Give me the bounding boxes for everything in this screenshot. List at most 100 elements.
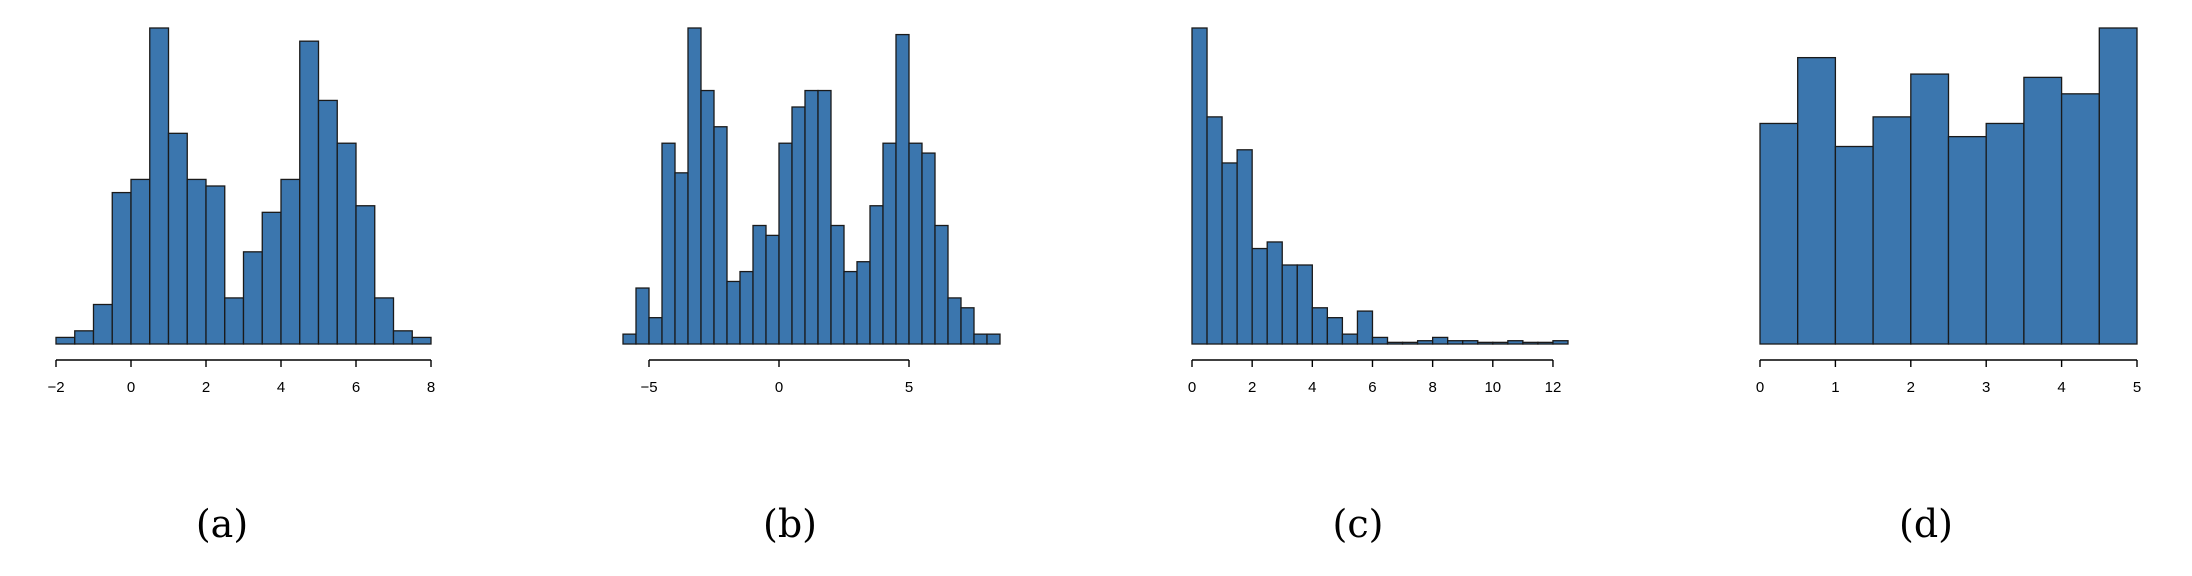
histogram-bar bbox=[299, 40, 320, 345]
x-tick-label: −5 bbox=[640, 379, 657, 396]
histogram-bar bbox=[830, 224, 845, 345]
x-tick-label: 2 bbox=[202, 379, 210, 396]
histogram-bar bbox=[817, 89, 832, 345]
x-tick-label: 2 bbox=[1248, 379, 1256, 396]
histogram-bar bbox=[374, 297, 395, 345]
histogram-bar bbox=[739, 270, 754, 345]
x-tick-label: 5 bbox=[905, 379, 913, 396]
x-tick-label: 10 bbox=[1484, 379, 1501, 396]
histogram-bar bbox=[1522, 341, 1539, 345]
histogram-bar bbox=[1401, 341, 1419, 345]
histogram-bar bbox=[635, 287, 650, 345]
histogram-bar bbox=[1477, 341, 1494, 345]
histogram-bar bbox=[1834, 145, 1874, 345]
x-tick-label: 3 bbox=[1982, 379, 1990, 396]
x-tick-label: 5 bbox=[2133, 379, 2141, 396]
histogram-bar bbox=[167, 132, 188, 345]
histogram-bar bbox=[791, 106, 806, 345]
histogram-bar bbox=[661, 142, 676, 345]
x-tick-label: 2 bbox=[1907, 379, 1915, 396]
histogram-panel: −2 0 2 4 6 8 (a) bbox=[47, 27, 435, 546]
histogram-bar bbox=[1462, 340, 1479, 345]
histogram-bar bbox=[1492, 341, 1509, 345]
histogram-bar bbox=[1371, 336, 1389, 345]
histogram-bar bbox=[1431, 336, 1449, 345]
histogram-bar bbox=[1552, 340, 1569, 345]
histogram-panel: −5 0 5 (b) bbox=[622, 27, 1001, 546]
histogram-bar bbox=[1281, 264, 1298, 345]
histogram-bar bbox=[921, 152, 936, 345]
x-tick-label: 8 bbox=[1428, 379, 1436, 396]
histogram-bar bbox=[2098, 27, 2138, 345]
histogram-bar bbox=[713, 126, 728, 345]
histogram-bar bbox=[1447, 340, 1464, 345]
panel-caption: (a) bbox=[196, 502, 248, 546]
histogram-bar bbox=[1386, 341, 1404, 345]
x-tick-label: 6 bbox=[352, 379, 360, 396]
histogram-bar bbox=[242, 251, 263, 345]
x-tick-label: −2 bbox=[47, 379, 64, 396]
histogram-bar bbox=[1206, 116, 1223, 345]
x-tick-label: 6 bbox=[1368, 379, 1376, 396]
x-tick-label: 1 bbox=[1831, 379, 1839, 396]
x-tick-label: 0 bbox=[1188, 379, 1196, 396]
histogram-bar bbox=[1537, 341, 1554, 345]
histogram-bar bbox=[947, 297, 962, 345]
histogram-bar bbox=[224, 297, 245, 345]
histogram-bar bbox=[1507, 340, 1524, 345]
histogram-bar bbox=[1985, 122, 2025, 345]
histogram-bar bbox=[1266, 241, 1283, 345]
histogram-bar bbox=[130, 178, 151, 345]
histogram-bar bbox=[1416, 340, 1434, 345]
x-tick-label: 0 bbox=[1756, 379, 1764, 396]
x-tick-label: 4 bbox=[277, 379, 285, 396]
x-tick-label: 8 bbox=[427, 379, 435, 396]
histogram-bar bbox=[1311, 307, 1329, 345]
histogram-bar bbox=[411, 336, 432, 345]
histogram-bar bbox=[1341, 333, 1359, 345]
histogram-bar bbox=[1759, 122, 1799, 345]
x-tick-label: 12 bbox=[1545, 379, 1562, 396]
histogram-bar bbox=[765, 234, 780, 345]
histogram-bar bbox=[986, 333, 1001, 345]
histogram-bar bbox=[687, 27, 702, 345]
histogram-panel: 0 2 4 6 8 10 12 (c) bbox=[1188, 27, 1569, 546]
histogram-bar bbox=[934, 224, 949, 345]
histogram-bar bbox=[869, 205, 884, 345]
histogram-bar bbox=[1251, 247, 1268, 345]
panels: −2 0 2 4 6 8(a)−5 0 5(b)0 2 4 6 8 10 12(c)0 1 2 3 4 5(d) bbox=[47, 27, 2141, 546]
x-tick-label: 4 bbox=[1308, 379, 1316, 396]
histogram-bar bbox=[908, 142, 923, 345]
histogram-bar bbox=[960, 307, 975, 345]
histogram-bar bbox=[1356, 310, 1374, 345]
histogram-bar bbox=[1947, 135, 1987, 345]
histogram-bar bbox=[74, 330, 95, 345]
histogram-bar bbox=[55, 336, 76, 345]
histogram-bar bbox=[2023, 76, 2063, 345]
histogram-bar bbox=[1236, 149, 1253, 345]
histogram-bar bbox=[882, 142, 897, 345]
histogram-bar bbox=[895, 33, 910, 345]
histogram-bar bbox=[280, 178, 301, 345]
histogram-bar bbox=[843, 270, 858, 345]
x-tick-label: 0 bbox=[127, 379, 135, 396]
histogram-bar bbox=[1872, 116, 1912, 345]
histogram-bar bbox=[2060, 93, 2100, 345]
histogram-bar bbox=[149, 27, 170, 345]
panel-caption: (b) bbox=[763, 502, 817, 546]
histogram-bar bbox=[261, 211, 282, 345]
x-tick-label: 4 bbox=[2057, 379, 2065, 396]
histogram-bar bbox=[1910, 73, 1950, 345]
x-tick-label: 0 bbox=[775, 379, 783, 396]
histogram-bar bbox=[317, 99, 338, 345]
histogram-bar bbox=[804, 89, 819, 345]
histogram-bar bbox=[726, 280, 741, 345]
histogram-bar bbox=[752, 224, 767, 345]
panel-caption: (c) bbox=[1333, 502, 1384, 546]
histogram-bar bbox=[336, 142, 357, 345]
histogram-bar bbox=[1797, 56, 1837, 345]
histogram-bar bbox=[622, 333, 637, 345]
histogram-bar bbox=[355, 205, 376, 345]
histogram-bar bbox=[111, 191, 132, 345]
